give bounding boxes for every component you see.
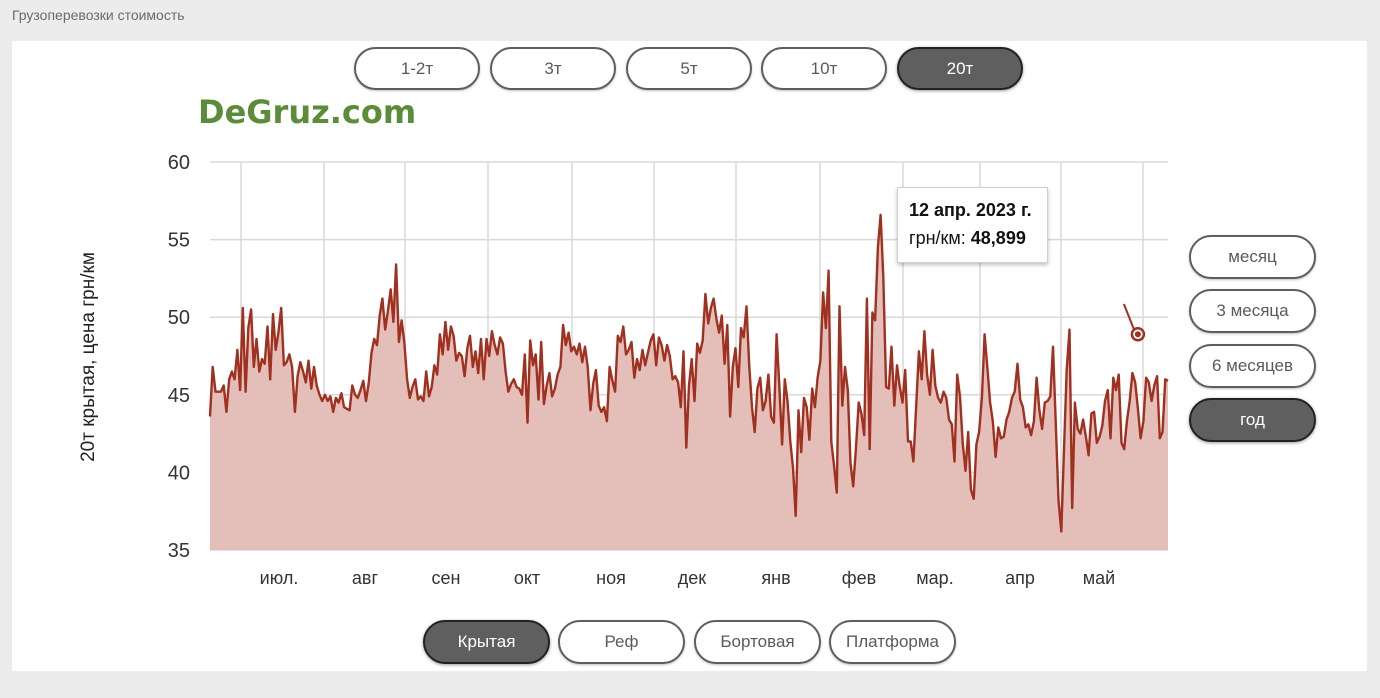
tonnage-tab-1-2t[interactable]: 1-2т bbox=[354, 47, 480, 90]
tooltip-date: 12 апр. 2023 г. bbox=[909, 200, 1032, 220]
tooltip-label: грн/км: bbox=[909, 228, 971, 248]
tonnage-tab-20t[interactable]: 20т bbox=[897, 47, 1023, 90]
cargo-tab-covered[interactable]: Крытая bbox=[423, 620, 550, 664]
y-tick-label: 55 bbox=[168, 230, 190, 252]
x-tick-label: июл. bbox=[260, 568, 299, 588]
data-tooltip: 12 апр. 2023 г. грн/км: 48,899 bbox=[897, 187, 1048, 263]
y-axis-title: 20т крытая, цена грн/км bbox=[78, 252, 99, 462]
tonnage-tab-3t[interactable]: 3т bbox=[490, 47, 616, 90]
x-tick-label: май bbox=[1083, 568, 1115, 588]
x-tick-label: мар. bbox=[916, 568, 953, 588]
tonnage-tab-5t[interactable]: 5т bbox=[626, 47, 752, 90]
x-tick-label: апр bbox=[1005, 568, 1035, 588]
highlight-point-dot bbox=[1134, 331, 1141, 338]
series-area bbox=[210, 214, 1168, 551]
period-tab-year[interactable]: год bbox=[1189, 398, 1316, 442]
x-tick-label: сен bbox=[432, 568, 461, 588]
period-tab-3-months[interactable]: 3 месяца bbox=[1189, 289, 1316, 333]
series-line bbox=[208, 213, 1169, 533]
period-tab-month[interactable]: месяц bbox=[1189, 235, 1316, 279]
period-tab-6-months[interactable]: 6 месяцев bbox=[1189, 344, 1316, 388]
watermark-logo: DeGruz.com bbox=[198, 93, 417, 131]
page-title: Грузоперевозки стоимость bbox=[12, 7, 185, 23]
x-tick-label: дек bbox=[678, 568, 707, 588]
y-tick-label: 35 bbox=[168, 540, 190, 562]
x-tick-label: янв bbox=[761, 568, 790, 588]
cargo-tab-board[interactable]: Бортовая bbox=[694, 620, 821, 664]
x-tick-label: окт bbox=[514, 568, 540, 588]
x-tick-label: фев bbox=[842, 568, 876, 588]
y-tick-label: 60 bbox=[168, 152, 190, 174]
x-axis-ticks: июл. авг сен окт ноя дек янв фев мар. апр май bbox=[260, 568, 1116, 588]
x-tick-label: ноя bbox=[596, 568, 626, 588]
tooltip-pointer bbox=[1122, 303, 1135, 330]
cargo-tab-platform[interactable]: Платформа bbox=[829, 620, 956, 664]
tonnage-tab-10t[interactable]: 10т bbox=[761, 47, 887, 90]
y-tick-label: 45 bbox=[168, 385, 190, 407]
y-axis-ticks: 35 40 45 50 55 60 bbox=[168, 152, 190, 562]
cargo-tab-ref[interactable]: Реф bbox=[558, 620, 685, 664]
tooltip-value: 48,899 bbox=[970, 228, 1026, 248]
y-tick-label: 50 bbox=[168, 307, 190, 329]
y-tick-label: 40 bbox=[168, 462, 190, 484]
x-tick-label: авг bbox=[352, 568, 379, 588]
